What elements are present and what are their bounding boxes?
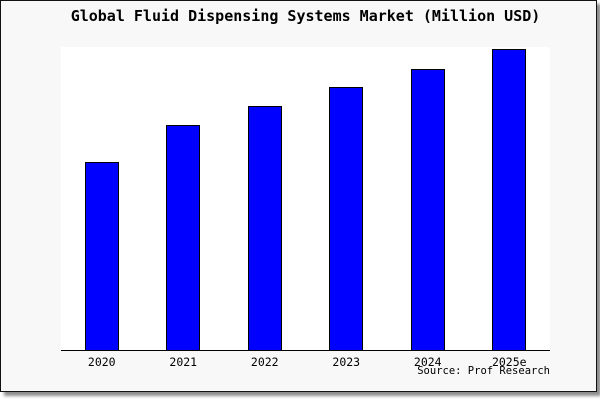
bar-2021 bbox=[166, 125, 201, 350]
bar-2024 bbox=[410, 69, 445, 350]
plot-area bbox=[61, 47, 550, 351]
x-tick-label-2025e: 2025e bbox=[491, 355, 527, 369]
x-axis-tick-labels: 2020 2021 2022 2023 2024 2025e bbox=[61, 355, 550, 369]
x-tick-label-2020: 2020 bbox=[87, 355, 116, 369]
x-tick-label-2021: 2021 bbox=[169, 355, 198, 369]
x-tick-label-2022: 2022 bbox=[250, 355, 279, 369]
chart-title: Global Fluid Dispensing Systems Market (… bbox=[70, 7, 541, 25]
bar-2025e bbox=[492, 49, 527, 350]
bar-2023 bbox=[329, 87, 364, 350]
x-tick-label-2023: 2023 bbox=[332, 355, 361, 369]
bar-2022 bbox=[247, 106, 282, 350]
bar-2020 bbox=[84, 162, 119, 350]
x-tick-label-2024: 2024 bbox=[413, 355, 442, 369]
source-credit: Source: Prof Research bbox=[417, 365, 550, 377]
